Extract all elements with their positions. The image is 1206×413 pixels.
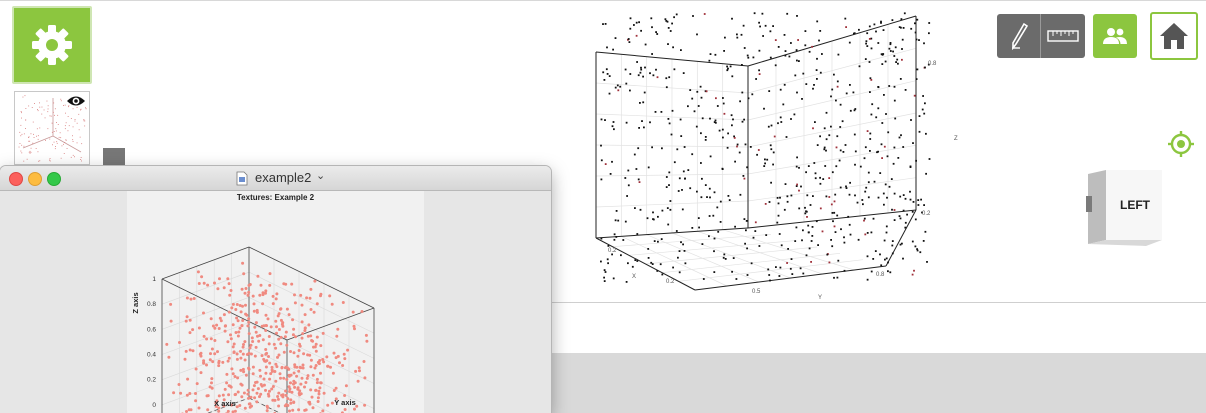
home-icon xyxy=(1160,23,1188,49)
window-maximize-button[interactable] xyxy=(47,172,61,186)
people-icon xyxy=(1103,28,1127,44)
scene-tick-y-right: 0.8 xyxy=(876,272,885,278)
focus-target-button[interactable] xyxy=(1167,130,1195,158)
ruler-icon xyxy=(1046,30,1079,42)
scene-tick-z-bottom: 0.2 xyxy=(922,211,931,217)
figure-title: Textures: Example 2 xyxy=(236,193,315,202)
scene-tick-z-top: 0.8 xyxy=(928,61,937,67)
figure-window[interactable]: example2 ⌄ Textures: Example 2 1 0.8 0.6 0.… xyxy=(0,166,551,413)
window-titlebar[interactable]: example2 ⌄ xyxy=(0,166,551,191)
x-axis-label: X axis xyxy=(214,399,236,408)
scene-axis-label-y: Y xyxy=(818,295,822,300)
target-icon xyxy=(1168,131,1194,157)
view-cube[interactable] xyxy=(1086,170,1162,246)
z-tick-label: 0.4 xyxy=(147,352,156,359)
scene-axis-label-z: Z xyxy=(954,136,958,142)
settings-button[interactable] xyxy=(12,6,92,84)
z-tick-label: 0.6 xyxy=(147,326,156,333)
scene-tick-y-left: 0.2 xyxy=(666,279,675,285)
scene-tick-x-left: 0.2 xyxy=(608,248,617,254)
gear-icon xyxy=(32,25,72,65)
home-button[interactable] xyxy=(1150,12,1198,60)
y-axis-label: Y axis xyxy=(334,398,356,407)
scene-grid xyxy=(595,24,917,287)
scatter3-plot[interactable]: 10.80.60.40.20-0.200.20.40.60.8100.20.40… xyxy=(127,202,424,413)
scene-axis-label-x: X xyxy=(632,274,636,280)
measure-tool-group xyxy=(997,14,1085,58)
z-tick-label: 0.2 xyxy=(147,377,156,384)
figure-canvas xyxy=(127,191,424,413)
pen-icon xyxy=(1011,22,1028,50)
point-cloud-scene[interactable]: 0.8 Z 0.2 0.2 X 0.2 0.5 0.8 Y xyxy=(560,8,980,300)
markup-button[interactable] xyxy=(997,14,1040,58)
view-cube-face-label[interactable]: LEFT xyxy=(1120,198,1150,212)
z-tick-label: 0 xyxy=(152,402,156,409)
window-close-button[interactable] xyxy=(9,172,23,186)
z-axis-label: Z axis xyxy=(131,292,140,313)
scene-tick-y-mid: 0.5 xyxy=(752,289,761,295)
collaborate-button[interactable] xyxy=(1093,14,1137,58)
z-tick-label: 1 xyxy=(152,276,156,283)
eye-icon[interactable] xyxy=(66,94,86,108)
window-title: example2 xyxy=(255,170,312,185)
chevron-down-icon[interactable]: ⌄ xyxy=(316,170,326,182)
document-icon xyxy=(236,171,248,186)
panel-tab[interactable] xyxy=(103,148,125,168)
z-tick-label: 0.8 xyxy=(147,301,156,308)
viewport-divider xyxy=(0,302,1206,303)
scene-points xyxy=(600,12,931,283)
measure-button[interactable] xyxy=(1040,14,1084,58)
window-minimize-button[interactable] xyxy=(28,172,42,186)
top-border xyxy=(0,0,1206,1)
scene-frame xyxy=(595,15,917,291)
